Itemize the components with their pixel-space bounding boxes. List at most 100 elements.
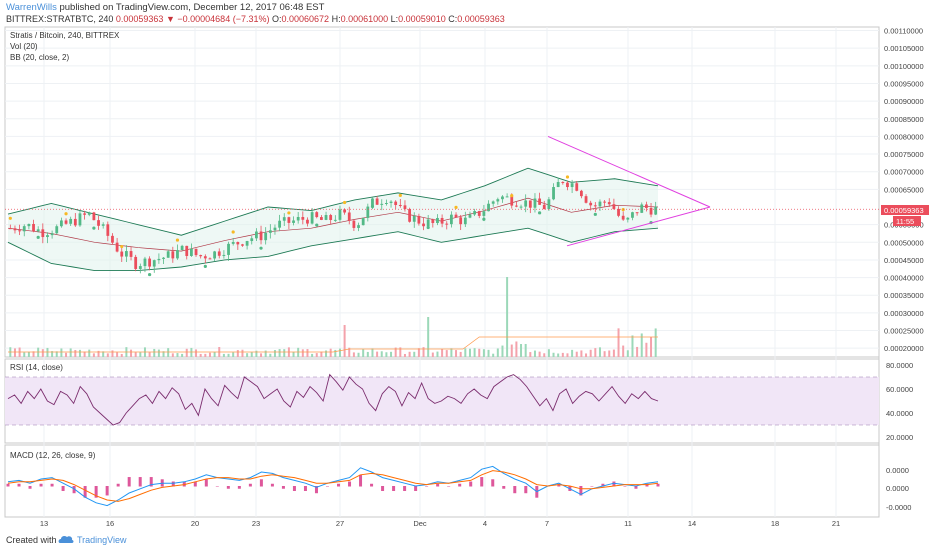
volume-bar: [617, 328, 620, 357]
volume-bar: [199, 353, 202, 357]
candle-body: [533, 198, 537, 208]
current-price-tag-text: 0.00059363: [884, 206, 924, 215]
candle-body: [333, 219, 337, 221]
macd-histogram-bar: [414, 486, 418, 491]
signal-dot: [175, 238, 180, 242]
candle-body: [422, 223, 425, 227]
candle-body: [83, 213, 87, 215]
candle-body: [617, 208, 620, 216]
volume-bar: [455, 350, 458, 357]
candle-body: [273, 227, 277, 231]
candle-body: [598, 201, 602, 207]
volume-bar: [473, 348, 476, 357]
candle-body: [654, 206, 658, 215]
signal-dot: [36, 235, 40, 239]
macd-histogram-bar: [590, 486, 594, 487]
candle-body: [134, 256, 138, 269]
volume-bar: [589, 349, 592, 357]
volume-ma-line: [8, 336, 658, 353]
time-tick-label: 16: [106, 519, 114, 528]
macd-histogram-bar: [579, 486, 583, 496]
volume-bar: [227, 353, 230, 357]
macd-histogram-bar: [259, 479, 263, 487]
chart-canvas[interactable]: 0.00110000 0.00105000 0.00100000 0.00095000…: [0, 0, 932, 530]
candle-body: [561, 182, 565, 184]
volume-bar: [176, 353, 179, 357]
author-link[interactable]: WarrenWills: [6, 2, 57, 13]
volume-bar: [585, 353, 588, 357]
volume-bar: [362, 349, 365, 357]
signal-dot: [454, 205, 458, 209]
candle-body: [264, 232, 268, 241]
price-tick-label: 0.00085000: [884, 115, 924, 124]
macd-histogram-bar: [447, 486, 451, 487]
candle-body: [111, 235, 114, 243]
volume-bar: [366, 351, 369, 357]
candle-body: [324, 215, 328, 220]
volume-bar: [27, 351, 30, 357]
low-value: 0.00059010: [398, 14, 446, 24]
candle-body: [162, 257, 165, 259]
countdown-text: 11:55: [896, 217, 914, 226]
tradingview-brand[interactable]: TradingView: [77, 535, 127, 545]
macd-histogram-bar: [325, 486, 329, 487]
rsi-line: [7, 373, 659, 426]
candle-body: [584, 196, 588, 203]
candle-body: [389, 201, 393, 203]
volume-bar: [32, 351, 35, 357]
candle-body: [477, 211, 481, 216]
time-tick-label: 23: [252, 519, 260, 528]
high-label: H:: [331, 14, 341, 24]
candle-body: [394, 201, 398, 206]
macd-title: MACD (12, 26, close, 9): [10, 451, 96, 460]
volume-bar: [278, 349, 281, 357]
volume-bar: [60, 348, 63, 357]
volume-bar: [571, 349, 574, 357]
macd-histogram-bar: [359, 474, 363, 487]
macd-histogram-bar: [436, 483, 440, 487]
volume-bar: [427, 317, 430, 357]
volume-bar: [594, 348, 597, 357]
volume-bar: [297, 347, 300, 357]
macd-histogram-bar: [292, 486, 296, 491]
candle-body: [575, 183, 579, 191]
volume-bar: [320, 351, 323, 357]
candle-body: [310, 212, 314, 224]
price-tick-label: 0.00035000: [884, 291, 924, 300]
candle-body: [152, 260, 156, 267]
created-with-label: Created with: [6, 535, 57, 545]
volume-bar: [116, 352, 119, 357]
candle-body: [635, 212, 639, 214]
signal-dot: [426, 225, 430, 230]
candle-body: [482, 211, 486, 216]
macd-histogram-bar: [138, 477, 142, 487]
macd-histogram-bar: [237, 486, 241, 489]
signal-dot: [148, 272, 152, 277]
candle-body: [282, 217, 286, 221]
macd-histogram-bar: [480, 477, 484, 487]
price-tick-label: 0.00105000: [884, 44, 924, 53]
macd-histogram-bar: [314, 486, 318, 494]
volume-bar: [343, 325, 346, 357]
symbol-label: BITTREX:STRATBTC, 240: [6, 14, 114, 24]
candle-body: [101, 224, 105, 226]
price-tick-label: 0.00095000: [884, 79, 924, 88]
main-pane[interactable]: [4, 26, 880, 358]
price-tick-label: 0.00100000: [884, 62, 924, 71]
volume-bar: [301, 349, 304, 357]
volume-bar: [51, 351, 54, 357]
price-tick-label: 0.00040000: [884, 274, 924, 283]
volume-bar: [157, 349, 160, 357]
price-tick-label: 0.00045000: [884, 256, 924, 265]
volume-bar: [557, 353, 560, 357]
candle-body: [59, 220, 63, 227]
macd-pane[interactable]: [4, 444, 880, 518]
volume-bar: [459, 351, 462, 357]
candle-body: [440, 217, 444, 224]
volume-bar: [464, 348, 467, 357]
volume-bar: [195, 349, 198, 357]
candle-body: [329, 215, 333, 221]
candle-body: [626, 217, 630, 220]
volume-bar: [148, 352, 151, 357]
volume-bar: [139, 352, 142, 357]
